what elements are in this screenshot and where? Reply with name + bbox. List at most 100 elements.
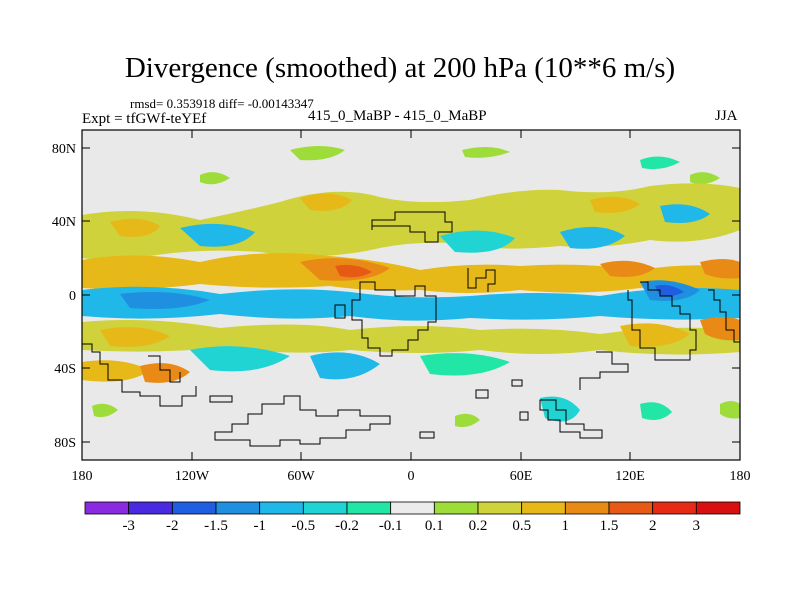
colorbar-label: -0.1 xyxy=(378,518,403,534)
field-patch xyxy=(640,156,680,170)
y-tick-0: 0 xyxy=(69,289,76,304)
y-tick-40n: 40N xyxy=(52,215,76,230)
coastline-andes xyxy=(148,355,181,383)
colorbar-swatch xyxy=(477,501,523,515)
field-patch xyxy=(82,286,740,321)
colorbar-label: -2 xyxy=(166,518,179,534)
field-patch xyxy=(600,260,655,277)
colorbar xyxy=(84,501,741,515)
field-patch xyxy=(690,172,720,185)
field-patch xyxy=(140,363,190,383)
plot-title: Divergence (smoothed) at 200 hPa (10**6 … xyxy=(124,52,676,84)
field-patch xyxy=(700,317,740,341)
field-patch xyxy=(300,193,352,211)
field-patch xyxy=(310,352,380,380)
colorbar-swatch xyxy=(652,501,697,515)
y-tick-40s: 40S xyxy=(54,362,76,377)
field-patch xyxy=(82,360,150,382)
coastlines xyxy=(82,211,740,447)
field-patch xyxy=(700,259,740,279)
stats-line: rmsd= 0.353918 diff= -0.00143347 xyxy=(130,96,314,111)
field-patch xyxy=(440,230,515,253)
coastline-indian-ocean xyxy=(579,351,629,390)
colorbar-swatch xyxy=(433,501,479,515)
colorbar-swatch xyxy=(171,501,217,515)
coastline-arabia xyxy=(467,268,496,292)
colorbar-label: 0.1 xyxy=(424,518,444,534)
field-patch xyxy=(455,413,480,428)
colorbar-label: 1.5 xyxy=(599,518,619,534)
y-tick-80s: 80S xyxy=(54,436,76,451)
x-tick-0: 0 xyxy=(408,469,415,484)
colorbar-label: -0.2 xyxy=(335,518,359,534)
field-patch xyxy=(560,226,625,249)
y-axis-labels: 80N 40N 0 40S 80S xyxy=(52,142,76,451)
coastline-antarctica-east xyxy=(539,399,603,439)
experiment-label: Expt = tfGWf-teYEf xyxy=(82,111,207,127)
coastline-island-5 xyxy=(519,411,529,421)
colorbar-swatch xyxy=(259,501,304,515)
field-patch xyxy=(660,204,710,223)
field-patch xyxy=(290,146,345,161)
field-patch xyxy=(655,284,684,297)
x-tick-60w: 60W xyxy=(287,469,315,484)
colorbar-swatch xyxy=(128,501,173,515)
coastline-island-6 xyxy=(419,431,435,439)
coastline-island xyxy=(334,304,346,319)
coastline-pacific xyxy=(708,289,740,343)
coastline-island-2 xyxy=(209,395,233,403)
x-tick-60e: 60E xyxy=(510,469,533,484)
colorbar-label: 3 xyxy=(692,518,701,534)
axis-ticks xyxy=(82,130,740,460)
colorbar-label: -1.5 xyxy=(204,518,228,534)
field-patch xyxy=(92,403,118,418)
colorbar-label: -3 xyxy=(122,518,135,534)
field-patch xyxy=(590,196,640,213)
colorbar-swatch xyxy=(84,501,130,515)
coastline-island-3 xyxy=(475,389,489,399)
x-tick-180e: 180 xyxy=(730,469,751,484)
x-tick-120w: 120W xyxy=(175,469,210,484)
y-tick-80n: 80N xyxy=(52,142,76,157)
field-patch xyxy=(82,320,740,355)
colorbar-label: 2 xyxy=(648,518,657,534)
field-patch xyxy=(640,402,672,420)
field-patch xyxy=(180,223,255,247)
colorbar-swatch xyxy=(564,501,610,515)
coastline-south-america xyxy=(82,343,197,407)
field-patch xyxy=(100,327,170,347)
field-patch xyxy=(110,218,160,237)
colorbar-swatch xyxy=(695,501,741,515)
x-tick-180w: 180 xyxy=(72,469,93,484)
field-patch xyxy=(720,401,740,419)
season-label: JJA xyxy=(715,108,738,124)
colorbar-swatch xyxy=(390,501,435,515)
coastline-africa xyxy=(351,281,437,357)
colorbar-swatch xyxy=(215,501,261,515)
x-tick-120e: 120E xyxy=(615,469,645,484)
colorbar-label: 1 xyxy=(561,518,570,534)
colorbar-label: 0.5 xyxy=(512,518,532,534)
field-patch xyxy=(620,323,690,347)
field-patch xyxy=(420,353,510,376)
colorbar-swatch xyxy=(521,501,566,515)
colorbar-label: -0.5 xyxy=(291,518,316,534)
x-axis-labels: 180 120W 60W 0 60E 120E 180 xyxy=(72,469,751,484)
coastline-asia-australia xyxy=(627,281,697,361)
colorbar-swatch xyxy=(346,501,392,515)
field-patch xyxy=(200,172,230,185)
coastline-island-4 xyxy=(511,379,523,387)
coastline-europe xyxy=(371,211,453,243)
divergence-field xyxy=(82,146,740,428)
field-patch xyxy=(462,146,510,158)
field-patch xyxy=(120,292,210,309)
case-label: 415_0_MaBP - 415_0_MaBP xyxy=(308,108,487,124)
field-patch xyxy=(335,264,372,278)
field-patch xyxy=(190,346,290,372)
coastline-antarctica-west xyxy=(214,395,391,447)
colorbar-label: -1 xyxy=(253,518,266,534)
field-patch xyxy=(82,253,740,293)
colorbar-label: 0.2 xyxy=(468,518,488,534)
field-patch xyxy=(540,396,580,422)
